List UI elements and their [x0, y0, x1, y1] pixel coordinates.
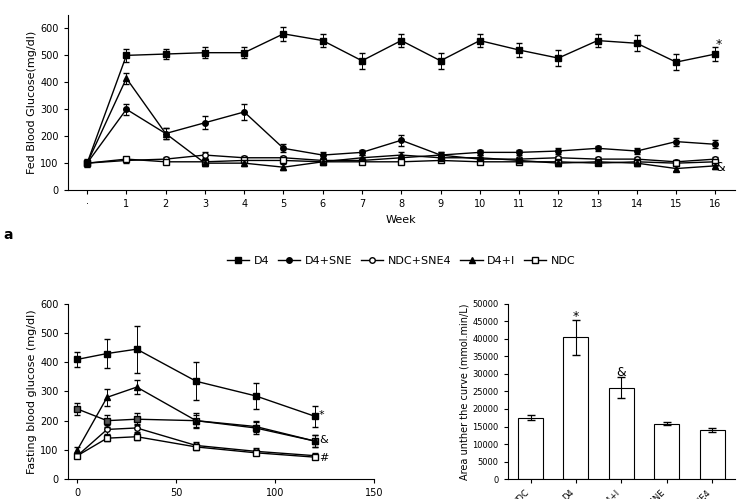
Text: &: & [319, 435, 328, 445]
Bar [700, 430, 724, 479]
Text: &: & [616, 366, 626, 379]
Bar [654, 424, 680, 479]
Legend: D4, D4+SNE, NDC+SNE4, D4+I, NDC: D4, D4+SNE, NDC+SNE4, D4+I, NDC [223, 251, 580, 270]
Text: a: a [4, 228, 13, 242]
Text: &: & [716, 162, 725, 175]
Bar [563, 337, 589, 479]
Text: #: # [319, 453, 328, 463]
Bar [518, 418, 543, 479]
X-axis label: Week: Week [386, 215, 416, 225]
Text: *: * [573, 310, 579, 323]
Y-axis label: Fed Blood Glucose(mg/dl): Fed Blood Glucose(mg/dl) [27, 31, 38, 174]
Text: *: * [716, 37, 722, 50]
Y-axis label: Fasting blood glucose (mg/dl): Fasting blood glucose (mg/dl) [27, 309, 38, 474]
Bar [609, 388, 634, 479]
Y-axis label: Area unther the curve (mmol.min/L): Area unther the curve (mmol.min/L) [460, 303, 470, 480]
Text: *: * [319, 410, 325, 421]
